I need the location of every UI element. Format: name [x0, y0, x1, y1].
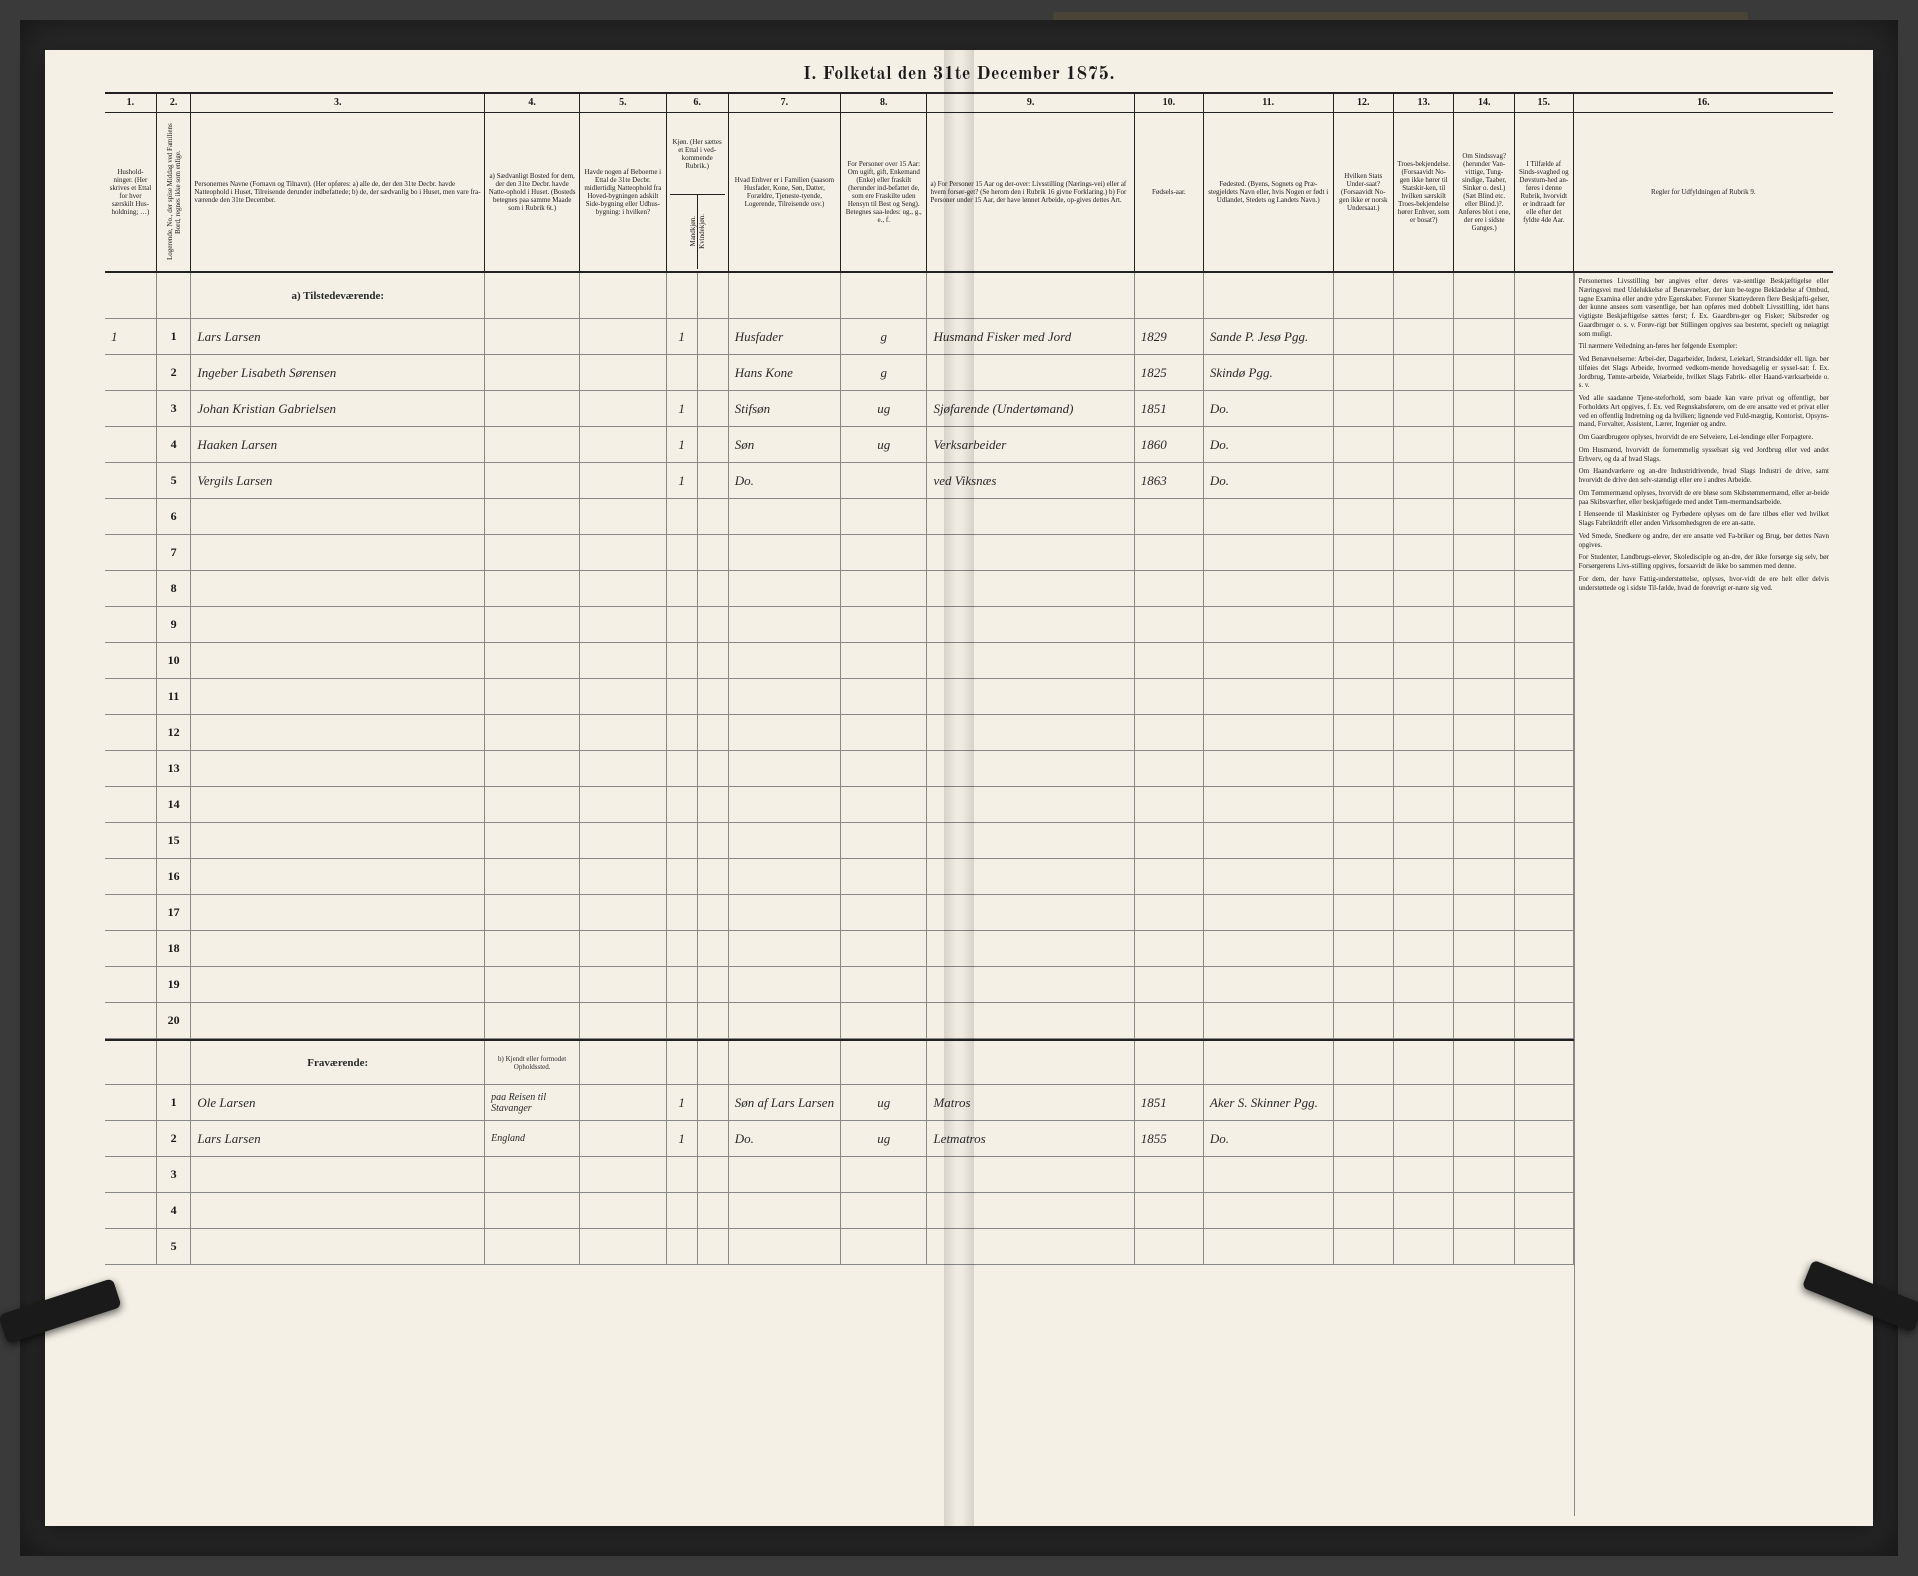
page-title: I. Folketal den 31te December 1875.	[45, 50, 1873, 92]
colhead-1: Hushold-ninger. (Her skrives et Ettal fo…	[105, 113, 157, 271]
colhead-6: Kjøn. (Her sættes et Ettal i ved-kommend…	[667, 113, 729, 271]
colnum-7: 7.	[729, 94, 841, 112]
colnum-3: 3.	[191, 94, 485, 112]
colhead-16: Regler for Udfyldningen af Rubrik 9.	[1574, 113, 1833, 271]
colnum-2: 2.	[157, 94, 192, 112]
colhead-12: Hvilken Stats Under-saat? (Forsaavidt No…	[1334, 113, 1394, 271]
rules-paragraph: Om Husmænd, hvorvidt de fornemmelig syss…	[1579, 446, 1829, 464]
colnum-11: 11.	[1204, 94, 1334, 112]
ledger-body: a) Tilstedeværende: 11Lars Larsen1Husfad…	[105, 273, 1833, 1516]
rules-paragraph: For dem, der have Fattig-understøttelse,…	[1579, 575, 1829, 593]
rules-paragraph: Om Haandværkere og an-dre Industridriven…	[1579, 467, 1829, 485]
colnum-15: 15.	[1515, 94, 1574, 112]
colnum-5: 5.	[580, 94, 666, 112]
colhead-11: Fødested. (Byens, Sognets og Præ-stegjel…	[1204, 113, 1334, 271]
page-stack-edge	[1053, 12, 1748, 20]
ledger-table: 1. 2. 3. 4. 5. 6. 7. 8. 9. 10. 11. 12. 1…	[45, 92, 1873, 1526]
rules-paragraph: Ved Smede, Snedkere og andre, der ere an…	[1579, 532, 1829, 550]
colnum-1: 1.	[105, 94, 157, 112]
column-header-row: Hushold-ninger. (Her skrives et Ettal fo…	[105, 113, 1833, 273]
colhead-6a: Mandkjøn.	[689, 195, 698, 270]
colhead-7: Hvad Enhver er i Familien (saasom Husfad…	[729, 113, 841, 271]
colhead-14: Om Sindssvag? (herunder Van-vittige, Tun…	[1454, 113, 1514, 271]
colhead-9: a) For Personer 15 Aar og der-over: Livs…	[927, 113, 1134, 271]
rules-paragraph: I Henseende til Maskinister og Fyrbødere…	[1579, 510, 1829, 528]
section-b-col4: b) Kjendt eller formodet Opholdssted.	[485, 1041, 580, 1084]
colnum-12: 12.	[1334, 94, 1394, 112]
colhead-3: Personernes Navne (Fornavn og Tilnavn). …	[191, 113, 485, 271]
rules-paragraph: Til nærmere Veiledning an-føres her følg…	[1579, 342, 1829, 351]
colnum-16: 16.	[1574, 94, 1833, 112]
column-number-row: 1. 2. 3. 4. 5. 6. 7. 8. 9. 10. 11. 12. 1…	[105, 92, 1833, 113]
section-a-label: a) Tilstedeværende:	[197, 290, 478, 302]
colnum-8: 8.	[841, 94, 927, 112]
ledger-page-spread: I. Folketal den 31te December 1875. 1. 2…	[45, 50, 1873, 1526]
colnum-9: 9.	[927, 94, 1134, 112]
scanner-frame: I. Folketal den 31te December 1875. 1. 2…	[20, 20, 1898, 1556]
data-area: a) Tilstedeværende: 11Lars Larsen1Husfad…	[105, 273, 1833, 1516]
rules-paragraph: Om Tømmermænd oplyses, hvorvidt de ere b…	[1579, 489, 1829, 507]
colnum-6: 6.	[667, 94, 729, 112]
colnum-13: 13.	[1394, 94, 1454, 112]
rules-paragraph: Om Gaardbrugere oplyses, hvorvidt de ere…	[1579, 433, 1829, 442]
colhead-15: I Tilfælde af Sinds-svaghed og Døvstum-h…	[1515, 113, 1574, 271]
colhead-2: Logerende, No., der spise Middag ved Fam…	[157, 113, 192, 271]
colnum-14: 14.	[1454, 94, 1514, 112]
rules-overlay: Personernes Livsstilling bør angives eft…	[1574, 273, 1833, 1516]
colhead-6b: Kvindekjøn.	[698, 195, 706, 270]
rules-paragraph: For Studenter, Landbrugs-elever, Skoledi…	[1579, 553, 1829, 571]
section-b-label: Fraværende:	[197, 1057, 478, 1069]
colhead-4: a) Sædvanligt Bosted for dem, der den 31…	[485, 113, 580, 271]
colnum-10: 10.	[1135, 94, 1204, 112]
colhead-10: Fødsels-aar.	[1135, 113, 1204, 271]
rules-column: Personernes Livsstilling bør angives eft…	[1575, 273, 1833, 600]
colhead-13: Troes-bekjendelse. (Forsaavidt No-gen ik…	[1394, 113, 1454, 271]
colhead-5: Havde nogen af Beboerne i Ettal de 31te …	[580, 113, 666, 271]
rules-paragraph: Personernes Livsstilling bør angives eft…	[1579, 277, 1829, 338]
colnum-4: 4.	[485, 94, 580, 112]
rules-paragraph: Ved Benævnelserne: Arbei-der, Dagarbeide…	[1579, 355, 1829, 390]
rules-paragraph: Ved alle saadanne Tjene-steforhold, som …	[1579, 394, 1829, 429]
colhead-8: For Personer over 15 Aar: Om ugift, gift…	[841, 113, 927, 271]
